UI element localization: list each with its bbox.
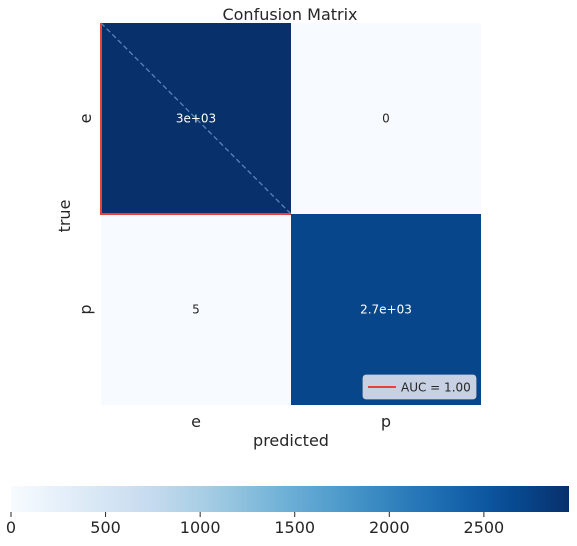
cell-label: 2.7e+03 [360, 303, 412, 317]
colorbar-tick-label: 500 [90, 518, 121, 537]
colorbar-tick-label: 1500 [274, 518, 315, 537]
colorbar-tick-label: 2500 [464, 518, 505, 537]
heatmap-cell [101, 214, 291, 405]
colorbar-tick-label: 1000 [180, 518, 221, 537]
y-tick-label: e [76, 114, 95, 124]
roc-overlay [100, 22, 292, 215]
legend-label: AUC = 1.00 [401, 381, 471, 395]
roc-curve [100, 23, 291, 215]
x-axis-label: predicted [253, 431, 329, 450]
x-tick-label: e [191, 412, 201, 431]
heatmap-cells: 3e+03 0 5 2.7e+03 [101, 23, 481, 405]
colorbar-gradient [11, 486, 569, 512]
colorbar: 0 500 1000 1500 2000 2500 [6, 486, 569, 537]
colorbar-tick-label: 0 [6, 518, 16, 537]
legend-box [362, 374, 477, 400]
heatmap-cell [291, 23, 481, 214]
colorbar-ticks: 0 500 1000 1500 2000 2500 [6, 512, 504, 537]
axes: e p e p [76, 114, 391, 431]
cell-label: 5 [192, 303, 200, 317]
chart-title: Confusion Matrix [222, 5, 357, 24]
y-axis-label: true [55, 200, 74, 233]
x-tick-label: p [381, 412, 391, 431]
legend: AUC = 1.00 [362, 374, 477, 400]
chance-line [100, 22, 292, 215]
y-tick-label: p [76, 304, 95, 314]
cell-label: 0 [382, 112, 390, 126]
cell-label: 3e+03 [176, 112, 216, 126]
colorbar-tick-label: 2000 [369, 518, 410, 537]
heatmap-cell [291, 214, 481, 405]
